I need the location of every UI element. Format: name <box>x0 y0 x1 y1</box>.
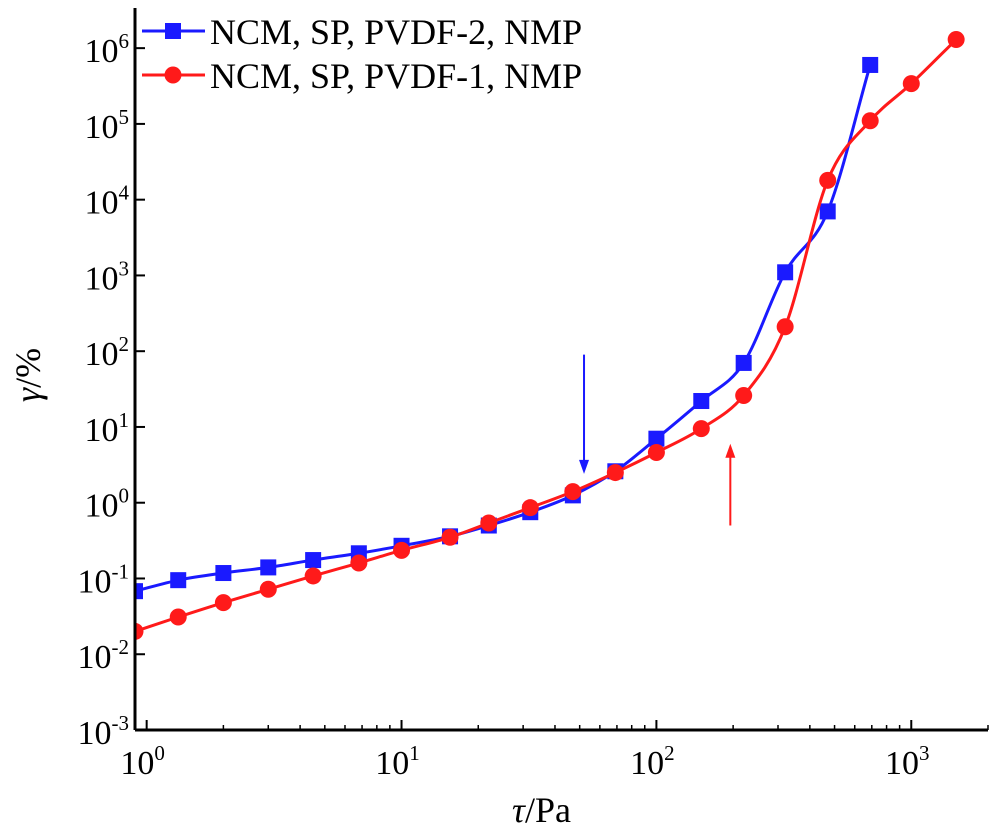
legend-entry-1: NCM, SP, PVDF-2, NMP <box>142 12 582 52</box>
legend-label: NCM, SP, PVDF-1, NMP <box>210 56 582 96</box>
y-tick-label: 10-2 <box>78 635 130 676</box>
legend-square-marker <box>165 23 181 39</box>
series-2-point <box>393 541 411 559</box>
x-tick-label: 103 <box>885 741 930 782</box>
y-tick-label: 10-3 <box>78 711 130 752</box>
arrow-head <box>725 443 736 458</box>
series-2-point <box>647 444 665 462</box>
series-1-point <box>215 565 232 582</box>
y-tick-label: 103 <box>85 256 130 297</box>
y-tick-label: 106 <box>85 29 130 70</box>
axes: 100 101 102 103 10-3 10-2 10-1 100 101 102 103 104 1… <box>8 8 989 830</box>
series-1-point <box>135 583 143 600</box>
series-2-point <box>169 608 187 626</box>
arrow-head <box>579 459 590 474</box>
x-tick-label: 102 <box>630 741 675 782</box>
series-2-point <box>606 464 624 482</box>
series-2-point <box>902 75 920 93</box>
series-1-point <box>777 264 794 281</box>
series-1-line <box>135 64 872 593</box>
y-tick-label: 102 <box>85 332 130 373</box>
series-1-point <box>693 393 710 410</box>
y-tick-label: 105 <box>85 105 130 146</box>
series-2-point <box>861 112 879 130</box>
series-2-point <box>135 622 144 640</box>
series-1-point <box>260 559 277 576</box>
series-2-point <box>692 420 710 438</box>
legend-entry-2: NCM, SP, PVDF-1, NMP <box>142 56 582 96</box>
series-2-point <box>819 171 837 189</box>
series-2-point <box>521 499 539 517</box>
x-tick-label: 100 <box>120 741 165 782</box>
x-axis-title: τ/Pa <box>512 790 571 830</box>
series-1-point <box>819 203 836 220</box>
legend-label: NCM, SP, PVDF-2, NMP <box>210 12 582 52</box>
y-tick-label: 100 <box>85 484 130 525</box>
series-2 <box>135 31 965 640</box>
series-2-line <box>135 38 958 633</box>
series-2-point <box>947 31 965 49</box>
series-2-point <box>776 318 794 336</box>
series-2-point <box>259 580 277 598</box>
series-2-point <box>350 554 368 572</box>
plot-area <box>135 31 965 640</box>
series-1-point <box>305 552 322 569</box>
annotation-arrow-2 <box>725 443 736 526</box>
x-tick-label: 101 <box>375 741 420 782</box>
series-2-point <box>441 528 459 546</box>
series-1-point <box>735 354 752 371</box>
y-tick-label: 104 <box>85 181 130 222</box>
series-2-point <box>214 594 232 612</box>
series-2-point <box>480 514 498 532</box>
series-2-point <box>735 387 753 405</box>
series-2-point <box>304 567 322 585</box>
legend-circle-marker <box>164 66 182 84</box>
series-1-point <box>170 572 187 589</box>
series-1-point <box>648 430 665 447</box>
y-tick-label: 10-1 <box>78 559 130 600</box>
y-axis-title: γ/% <box>8 348 48 402</box>
series-2-point <box>564 483 582 501</box>
annotation-arrow-1 <box>579 354 590 474</box>
series-1-point <box>862 56 879 73</box>
y-tick-label: 101 <box>85 408 130 449</box>
